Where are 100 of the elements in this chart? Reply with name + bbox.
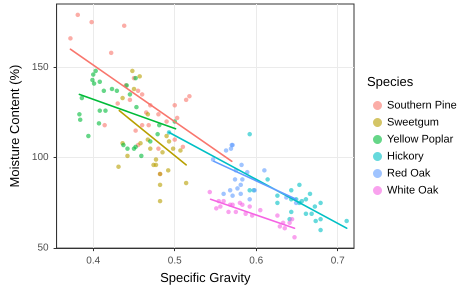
point: [68, 36, 73, 41]
point: [166, 168, 170, 173]
point: [184, 180, 188, 186]
point: [98, 80, 102, 84]
point: [89, 20, 94, 24]
point: [92, 81, 96, 86]
point: [228, 188, 232, 192]
point: [247, 132, 252, 136]
point: [128, 98, 132, 102]
point: [304, 211, 308, 216]
point: [184, 98, 188, 102]
point: [258, 208, 263, 212]
point: [228, 146, 234, 151]
point: [172, 137, 177, 142]
point: [170, 146, 176, 151]
point: [96, 121, 102, 126]
point: [103, 108, 108, 113]
point: [275, 193, 280, 198]
point: [247, 204, 252, 209]
point: [282, 226, 287, 230]
point: [78, 117, 82, 122]
point: [243, 211, 248, 216]
point: [140, 92, 144, 97]
point: [238, 192, 243, 196]
point: [154, 157, 158, 162]
y-tick-label: 150: [32, 62, 50, 73]
point: [90, 78, 95, 82]
point: [86, 134, 91, 138]
point: [275, 213, 280, 218]
point: [98, 108, 102, 113]
point: [292, 235, 297, 240]
point: [164, 119, 169, 124]
point: [174, 116, 180, 120]
y-tick-label: 50: [37, 242, 50, 254]
point: [128, 92, 132, 97]
point: [240, 177, 245, 182]
point: [160, 150, 165, 155]
legend-label: Sweetgum: [387, 116, 439, 128]
point: [148, 146, 153, 151]
point: [108, 50, 114, 56]
point: [308, 192, 312, 196]
y-axis-title: Moisture Content (%): [7, 64, 22, 188]
point: [154, 162, 158, 168]
point: [232, 177, 238, 182]
point: [134, 104, 139, 110]
point: [208, 190, 212, 194]
point: [102, 122, 107, 128]
legend-label: Yellow Poplar: [387, 134, 454, 146]
point: [130, 68, 135, 74]
x-tick-label: 0.5: [168, 256, 182, 267]
point: [136, 88, 140, 94]
point: [132, 86, 136, 92]
point: [238, 182, 243, 188]
x-axis-title: Specific Gravity: [160, 270, 251, 285]
point: [262, 168, 267, 173]
point: [140, 122, 144, 128]
legend-label: Hickory: [387, 150, 424, 162]
point: [139, 154, 144, 158]
point: [247, 197, 252, 202]
legend-label: Southern Pine: [387, 100, 457, 112]
point: [304, 197, 308, 202]
point: [164, 134, 169, 138]
point: [155, 132, 160, 136]
point: [221, 198, 226, 204]
point: [187, 94, 192, 98]
point: [239, 162, 244, 168]
x-tick-label: 0.7: [330, 256, 346, 267]
point: [137, 74, 142, 79]
legend-title: Species: [367, 74, 414, 89]
point: [110, 86, 114, 92]
point: [156, 146, 161, 151]
point: [156, 112, 161, 117]
point: [221, 192, 226, 196]
point: [172, 103, 177, 108]
x-tick-label: 0.6: [249, 256, 264, 267]
point: [93, 68, 98, 74]
point: [230, 193, 235, 198]
point: [289, 210, 294, 214]
y-tick-label: 100: [32, 152, 50, 164]
point: [180, 144, 186, 150]
point: [265, 177, 270, 182]
point: [166, 139, 172, 144]
point: [133, 128, 138, 133]
legend-label: Red Oak: [387, 168, 431, 180]
point: [102, 88, 106, 94]
point: [290, 216, 294, 222]
point: [115, 101, 120, 106]
point: [224, 148, 228, 153]
point: [240, 202, 245, 207]
point: [214, 206, 219, 211]
point: [309, 211, 314, 216]
point: [318, 200, 323, 206]
point: [116, 164, 121, 169]
point: [297, 182, 302, 188]
point: [120, 96, 125, 100]
point: [178, 148, 183, 153]
point: [234, 210, 238, 214]
point: [318, 228, 323, 232]
point: [80, 96, 84, 100]
point: [247, 188, 252, 192]
